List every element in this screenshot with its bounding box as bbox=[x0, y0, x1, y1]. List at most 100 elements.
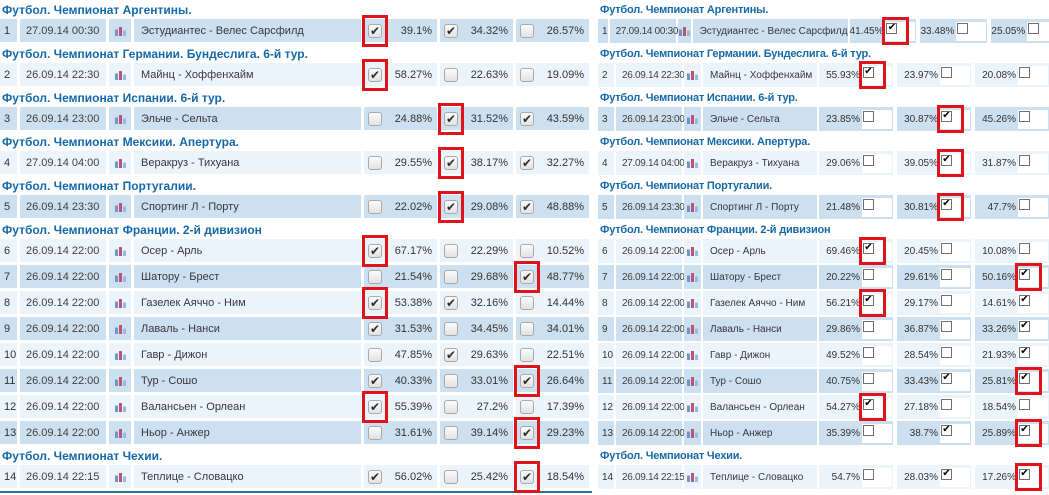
vote-checkbox[interactable]: ✔ bbox=[520, 373, 534, 388]
vote-checkbox[interactable] bbox=[941, 346, 952, 358]
vote-checkbox[interactable]: ✔ bbox=[941, 468, 952, 480]
stats-icon[interactable] bbox=[109, 317, 131, 340]
stats-icon[interactable] bbox=[109, 421, 131, 444]
vote-checkbox[interactable]: ✔ bbox=[941, 110, 952, 122]
vote-checkbox[interactable] bbox=[368, 111, 382, 126]
vote-checkbox[interactable]: ✔ bbox=[886, 22, 898, 34]
vote-checkbox[interactable] bbox=[520, 67, 534, 82]
stats-icon[interactable] bbox=[677, 19, 691, 43]
vote-checkbox[interactable] bbox=[863, 154, 874, 166]
vote-checkbox[interactable] bbox=[520, 399, 534, 414]
stats-icon[interactable] bbox=[684, 291, 701, 315]
stats-icon[interactable] bbox=[684, 239, 701, 263]
vote-checkbox[interactable]: ✔ bbox=[1019, 320, 1030, 332]
vote-checkbox[interactable] bbox=[941, 268, 952, 280]
vote-checkbox[interactable] bbox=[368, 425, 382, 440]
vote-checkbox[interactable]: ✔ bbox=[444, 155, 458, 170]
vote-checkbox[interactable] bbox=[863, 110, 874, 122]
vote-checkbox[interactable] bbox=[520, 243, 534, 258]
stats-icon[interactable] bbox=[109, 343, 131, 366]
vote-checkbox[interactable] bbox=[520, 23, 534, 38]
vote-checkbox[interactable]: ✔ bbox=[863, 242, 874, 254]
vote-checkbox[interactable]: ✔ bbox=[520, 269, 534, 284]
stats-icon[interactable] bbox=[684, 107, 701, 131]
vote-checkbox[interactable] bbox=[368, 155, 382, 170]
vote-checkbox[interactable]: ✔ bbox=[941, 424, 952, 436]
vote-checkbox[interactable]: ✔ bbox=[1019, 372, 1030, 384]
stats-icon[interactable] bbox=[684, 395, 701, 419]
vote-checkbox[interactable]: ✔ bbox=[368, 321, 382, 336]
stats-icon[interactable] bbox=[684, 63, 701, 87]
vote-checkbox[interactable]: ✔ bbox=[368, 469, 382, 484]
vote-checkbox[interactable]: ✔ bbox=[1019, 424, 1030, 436]
vote-checkbox[interactable] bbox=[368, 199, 382, 214]
vote-checkbox[interactable]: ✔ bbox=[863, 398, 874, 410]
vote-checkbox[interactable]: ✔ bbox=[1019, 468, 1030, 480]
vote-checkbox[interactable]: ✔ bbox=[368, 67, 382, 82]
stats-icon[interactable] bbox=[109, 19, 131, 42]
vote-checkbox[interactable] bbox=[368, 269, 382, 284]
vote-checkbox[interactable] bbox=[863, 424, 874, 436]
vote-checkbox[interactable] bbox=[1019, 398, 1030, 410]
vote-checkbox[interactable] bbox=[863, 372, 874, 384]
stats-icon[interactable] bbox=[109, 239, 131, 262]
vote-checkbox[interactable]: ✔ bbox=[1019, 346, 1030, 358]
stats-icon[interactable] bbox=[684, 151, 701, 175]
vote-checkbox[interactable]: ✔ bbox=[368, 23, 382, 38]
vote-checkbox[interactable]: ✔ bbox=[368, 373, 382, 388]
stats-icon[interactable] bbox=[684, 421, 701, 445]
stats-icon[interactable] bbox=[109, 291, 131, 314]
vote-checkbox[interactable] bbox=[1019, 242, 1030, 254]
vote-checkbox[interactable]: ✔ bbox=[444, 347, 458, 362]
vote-checkbox[interactable]: ✔ bbox=[444, 111, 458, 126]
vote-checkbox[interactable] bbox=[368, 347, 382, 362]
vote-checkbox[interactable] bbox=[863, 346, 874, 358]
vote-checkbox[interactable] bbox=[1019, 198, 1030, 210]
vote-checkbox[interactable]: ✔ bbox=[520, 425, 534, 440]
vote-checkbox[interactable] bbox=[444, 425, 458, 440]
vote-checkbox[interactable] bbox=[444, 399, 458, 414]
vote-checkbox[interactable] bbox=[444, 269, 458, 284]
stats-icon[interactable] bbox=[684, 317, 701, 341]
vote-checkbox[interactable] bbox=[863, 268, 874, 280]
vote-checkbox[interactable]: ✔ bbox=[941, 372, 952, 384]
vote-checkbox[interactable] bbox=[957, 22, 969, 34]
vote-checkbox[interactable] bbox=[444, 243, 458, 258]
stats-icon[interactable] bbox=[684, 369, 701, 393]
vote-checkbox[interactable] bbox=[1019, 154, 1030, 166]
vote-checkbox[interactable] bbox=[941, 294, 952, 306]
vote-checkbox[interactable]: ✔ bbox=[941, 198, 952, 210]
stats-icon[interactable] bbox=[109, 465, 131, 488]
stats-icon[interactable] bbox=[109, 107, 131, 130]
vote-checkbox[interactable]: ✔ bbox=[368, 243, 382, 258]
vote-checkbox[interactable]: ✔ bbox=[520, 469, 534, 484]
vote-checkbox[interactable] bbox=[941, 320, 952, 332]
vote-checkbox[interactable] bbox=[1019, 66, 1030, 78]
stats-icon[interactable] bbox=[684, 343, 701, 367]
vote-checkbox[interactable]: ✔ bbox=[1019, 268, 1030, 280]
vote-checkbox[interactable]: ✔ bbox=[520, 111, 534, 126]
vote-checkbox[interactable] bbox=[1028, 22, 1040, 34]
stats-icon[interactable] bbox=[109, 63, 131, 86]
vote-checkbox[interactable]: ✔ bbox=[520, 155, 534, 170]
vote-checkbox[interactable]: ✔ bbox=[444, 23, 458, 38]
vote-checkbox[interactable]: ✔ bbox=[520, 199, 534, 214]
vote-checkbox[interactable] bbox=[444, 469, 458, 484]
vote-checkbox[interactable] bbox=[520, 295, 534, 310]
vote-checkbox[interactable] bbox=[444, 321, 458, 336]
vote-checkbox[interactable] bbox=[941, 66, 952, 78]
stats-icon[interactable] bbox=[684, 465, 701, 489]
stats-icon[interactable] bbox=[684, 265, 701, 289]
stats-icon[interactable] bbox=[109, 195, 131, 218]
vote-checkbox[interactable] bbox=[444, 373, 458, 388]
vote-checkbox[interactable] bbox=[941, 398, 952, 410]
stats-icon[interactable] bbox=[109, 265, 131, 288]
vote-checkbox[interactable] bbox=[520, 347, 534, 362]
stats-icon[interactable] bbox=[684, 195, 701, 219]
vote-checkbox[interactable] bbox=[941, 242, 952, 254]
stats-icon[interactable] bbox=[109, 369, 131, 392]
vote-checkbox[interactable]: ✔ bbox=[941, 154, 952, 166]
vote-checkbox[interactable]: ✔ bbox=[863, 66, 874, 78]
stats-icon[interactable] bbox=[109, 151, 131, 174]
vote-checkbox[interactable] bbox=[863, 320, 874, 332]
